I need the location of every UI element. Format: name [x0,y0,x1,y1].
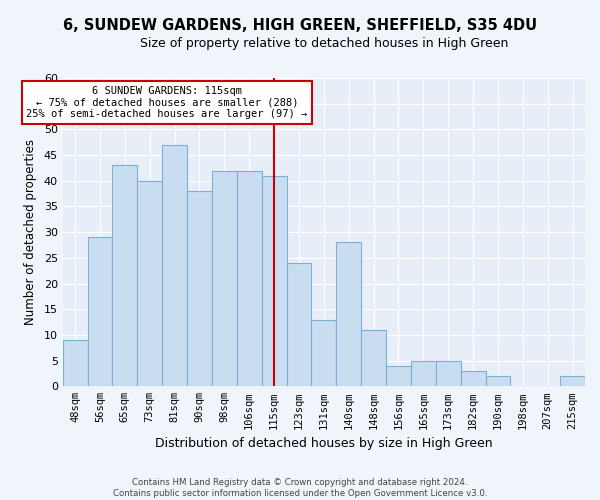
Bar [88,238,112,386]
Bar [162,145,187,386]
Bar [411,360,436,386]
Bar [311,320,336,386]
Bar [336,242,361,386]
Bar [237,170,262,386]
X-axis label: Distribution of detached houses by size in High Green: Distribution of detached houses by size … [155,437,493,450]
Bar [262,176,287,386]
Y-axis label: Number of detached properties: Number of detached properties [23,139,37,325]
Bar [361,330,386,386]
Bar [137,181,162,386]
Text: 6 SUNDEW GARDENS: 115sqm
← 75% of detached houses are smaller (288)
25% of semi-: 6 SUNDEW GARDENS: 115sqm ← 75% of detach… [26,86,308,119]
Text: 6, SUNDEW GARDENS, HIGH GREEN, SHEFFIELD, S35 4DU: 6, SUNDEW GARDENS, HIGH GREEN, SHEFFIELD… [63,18,537,32]
Bar [436,360,461,386]
Bar [287,263,311,386]
Bar [212,170,237,386]
Bar [386,366,411,386]
Text: Contains HM Land Registry data © Crown copyright and database right 2024.
Contai: Contains HM Land Registry data © Crown c… [113,478,487,498]
Bar [187,191,212,386]
Bar [560,376,585,386]
Bar [112,166,137,386]
Bar [485,376,511,386]
Title: Size of property relative to detached houses in High Green: Size of property relative to detached ho… [140,38,508,51]
Bar [62,340,88,386]
Bar [461,371,485,386]
